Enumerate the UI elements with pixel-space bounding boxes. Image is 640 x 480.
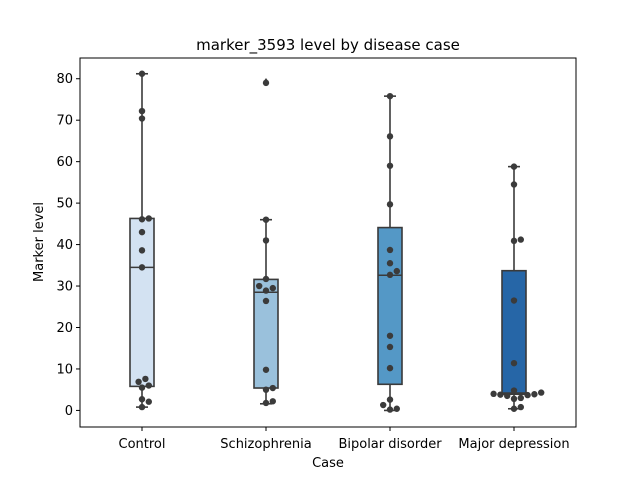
data-point — [531, 391, 538, 398]
data-point — [269, 284, 276, 292]
y-axis-label: Marker level — [32, 202, 47, 282]
x-tick-label: Bipolar disorder — [338, 437, 442, 452]
data-point — [138, 115, 146, 122]
plot-area — [129, 70, 545, 413]
data-point — [138, 228, 146, 236]
data-point — [262, 399, 270, 407]
data-point — [386, 343, 394, 351]
data-point — [510, 395, 518, 403]
data-point — [490, 390, 497, 398]
y-tick-label: 80 — [56, 72, 73, 87]
data-point — [386, 332, 394, 339]
data-point — [393, 405, 400, 412]
y-tick-label: 20 — [56, 321, 73, 336]
data-point — [262, 275, 270, 283]
data-point — [510, 387, 518, 394]
data-point — [262, 386, 270, 393]
data-point — [138, 384, 146, 391]
box-1 — [129, 72, 155, 408]
data-point — [386, 260, 394, 267]
data-point — [380, 401, 387, 409]
data-point — [145, 215, 152, 222]
y-tick-label: 30 — [56, 280, 73, 295]
chart-title: marker_3593 level by disease case — [196, 36, 460, 55]
data-point — [504, 392, 511, 400]
data-point — [269, 384, 276, 392]
data-point — [142, 375, 149, 383]
data-point — [138, 107, 146, 115]
x-axis-label: Case — [312, 456, 344, 471]
data-point — [510, 405, 518, 412]
y-axis: 0 10 20 30 40 50 60 70 80 — [56, 72, 80, 419]
data-point — [386, 162, 394, 169]
x-axis: Control Schizophrenia Bipolar disorder Majo… — [119, 427, 570, 452]
y-tick-label: 60 — [56, 155, 73, 170]
data-point — [138, 216, 146, 223]
data-point — [256, 282, 263, 290]
y-tick-label: 70 — [56, 114, 73, 129]
data-point — [510, 181, 518, 188]
x-tick-label: Major depression — [458, 437, 569, 452]
data-point — [138, 264, 146, 271]
data-point — [510, 237, 518, 245]
swarm-3 — [380, 92, 400, 413]
data-point — [138, 247, 146, 254]
box-body — [377, 226, 403, 386]
data-point — [510, 297, 518, 304]
data-point — [386, 92, 394, 100]
data-point — [497, 391, 504, 398]
y-tick-label: 40 — [56, 238, 73, 253]
box-body — [501, 269, 527, 396]
swarm-1 — [135, 70, 152, 411]
data-point — [517, 236, 524, 243]
data-point — [262, 297, 270, 305]
data-point — [269, 398, 276, 405]
data-point — [510, 359, 518, 367]
data-point — [138, 396, 146, 403]
data-point — [145, 398, 152, 405]
data-point — [386, 271, 394, 279]
swarm-4 — [490, 163, 545, 412]
box-body — [129, 217, 155, 388]
data-point — [393, 267, 400, 275]
data-point — [262, 79, 270, 87]
data-point — [386, 396, 394, 403]
data-point — [510, 163, 518, 170]
data-point — [386, 133, 394, 140]
data-point — [524, 391, 531, 399]
data-point — [386, 201, 394, 208]
data-point — [138, 403, 146, 411]
plot-frame — [79, 57, 577, 428]
data-point — [135, 378, 142, 386]
swarm-2 — [256, 79, 276, 407]
y-tick-label: 50 — [56, 197, 73, 212]
box-4 — [501, 165, 527, 410]
data-point — [262, 216, 270, 223]
box-3 — [377, 95, 403, 412]
data-point — [145, 382, 152, 389]
x-tick-label: Schizophrenia — [220, 437, 311, 452]
data-point — [262, 366, 270, 373]
data-point — [262, 287, 270, 294]
data-point — [138, 70, 146, 77]
data-point — [517, 394, 524, 402]
data-point — [386, 246, 394, 254]
data-point — [386, 406, 394, 413]
data-point — [262, 237, 270, 244]
y-tick-label: 0 — [65, 404, 73, 419]
data-point — [517, 403, 524, 411]
data-point — [538, 389, 545, 396]
data-point — [386, 364, 394, 372]
y-tick-label: 10 — [56, 362, 73, 377]
x-tick-label: Control — [119, 437, 166, 452]
